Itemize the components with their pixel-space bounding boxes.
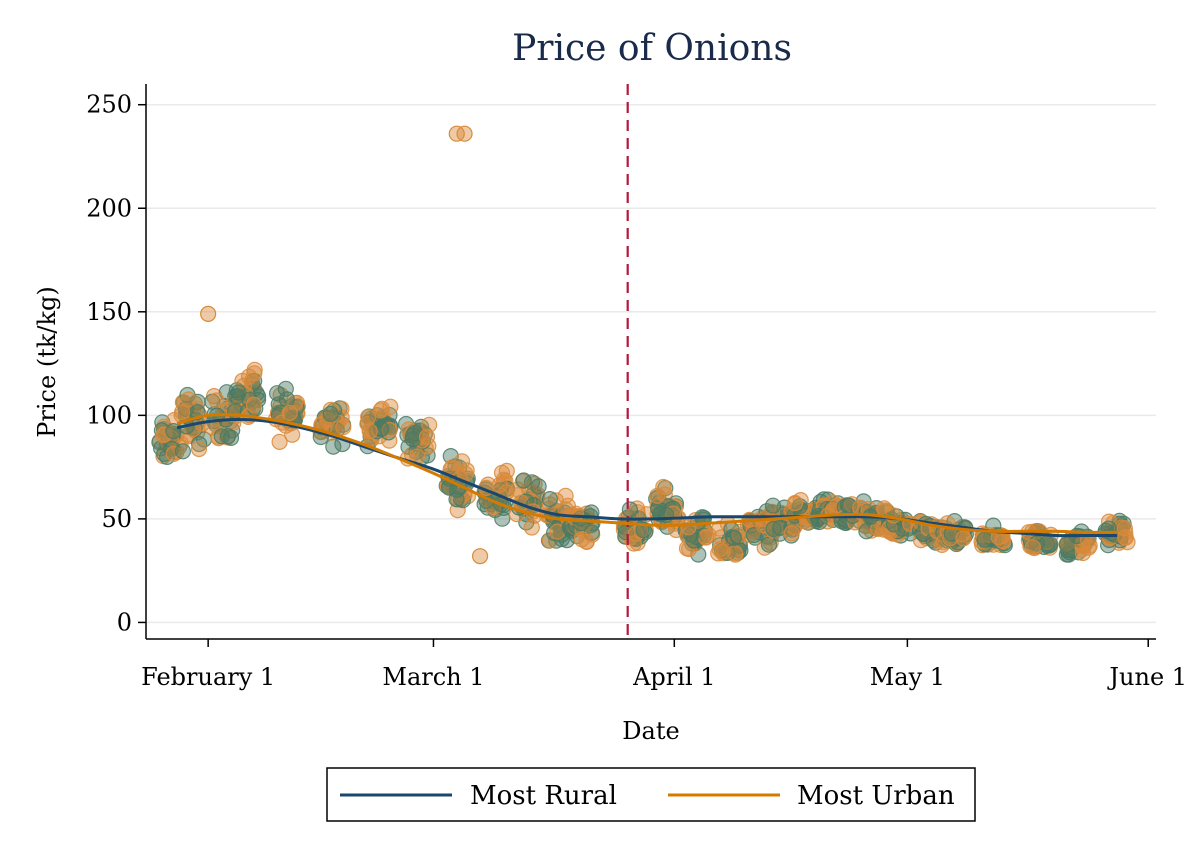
scatter-point [278, 391, 295, 408]
scatter-point [764, 497, 782, 514]
scatter-point [454, 453, 471, 470]
scatter-point [523, 519, 540, 536]
scatter-point [208, 392, 225, 409]
x-tick-label: February 1 [141, 663, 275, 691]
scatter-point [404, 427, 421, 444]
scatter-point [760, 536, 778, 553]
scatter-point [498, 462, 515, 479]
scatter-point [657, 506, 675, 524]
scatter-point [418, 428, 436, 446]
y-tick-label: 150 [86, 298, 132, 326]
scatter-point [621, 501, 639, 518]
x-tick-label: May 1 [870, 663, 945, 691]
scatter-point [322, 405, 339, 422]
scatter-point [190, 440, 208, 458]
scatter-point [281, 404, 298, 422]
scatter-point [222, 429, 240, 446]
scatter-point [373, 400, 390, 417]
scatter-point [381, 421, 398, 439]
line-most-urban [176, 413, 1118, 534]
y-tick-label: 100 [86, 401, 132, 429]
scatter-point [955, 530, 972, 547]
scatter-point [655, 478, 672, 496]
grid-lines [146, 103, 1156, 624]
scatter-point [625, 535, 642, 552]
scatter-point [174, 404, 191, 421]
scatter-point [322, 401, 339, 418]
x-axis-label: Date [622, 717, 679, 745]
scatter-point [530, 478, 547, 495]
legend-label-most-urban: Most Urban [797, 781, 955, 811]
line-most-rural [176, 417, 1118, 538]
scatter-point [230, 384, 247, 401]
scatter-point [1116, 520, 1133, 537]
smoothed-lines [176, 413, 1118, 538]
axes: 0 50 100 150 200 250 February 1 March 1 April 1 M… [86, 84, 1187, 691]
scatter-point [156, 426, 173, 443]
scatter-point [976, 531, 993, 548]
scatter-point [448, 491, 465, 508]
scatter-point [765, 520, 782, 538]
scatter-point [541, 491, 559, 508]
x-tick-label: June 1 [1106, 663, 1187, 691]
scatter-point [1024, 539, 1041, 556]
chart-title: Price of Onions [512, 28, 792, 69]
scatter-point [515, 472, 532, 489]
scatter-point [745, 526, 763, 544]
y-tick-label: 0 [117, 608, 132, 636]
scatter-point [711, 541, 728, 558]
scatter-point [325, 438, 342, 455]
scatter-point-outlier [456, 125, 473, 142]
scatter-point [893, 520, 911, 537]
scatter-point [271, 433, 288, 450]
y-tick-label: 250 [86, 91, 132, 119]
scatter-point [680, 519, 697, 536]
scatter-point [191, 435, 208, 453]
scatter-point [174, 443, 191, 460]
x-tick-label: March 1 [382, 663, 484, 691]
scatter-point [228, 382, 245, 399]
scatter-point [573, 531, 590, 548]
y-tick-label: 200 [86, 194, 132, 222]
scatter-points [151, 125, 1136, 565]
scatter-point [786, 494, 804, 512]
scatter-point [649, 487, 666, 504]
scatter-point [335, 419, 352, 436]
scatter-point-outlier [200, 305, 217, 322]
scatter-point [985, 517, 1002, 534]
scatter-point [245, 396, 262, 413]
scatter-point [725, 529, 742, 547]
scatter-point [361, 423, 378, 440]
legend-label-most-rural: Most Rural [470, 781, 617, 811]
scatter-point [885, 507, 902, 524]
scatter-point [557, 487, 574, 504]
legend: Most Rural Most Urban [326, 767, 976, 822]
scatter-point [783, 525, 800, 542]
scatter-point [406, 425, 423, 442]
scatter-point [444, 459, 461, 476]
scatter-point [421, 416, 438, 433]
scatter-point [360, 408, 377, 426]
y-tick-label: 50 [101, 505, 132, 533]
scatter-point [627, 525, 644, 542]
x-tick-label: April 1 [632, 663, 715, 691]
scatter-point [381, 417, 399, 434]
scatter-point [180, 391, 197, 408]
scatter-point [1117, 529, 1134, 546]
scatter-point-outlier [471, 548, 489, 565]
scatter-point [697, 529, 715, 546]
scatter-point [269, 385, 286, 402]
scatter-point [165, 445, 182, 462]
y-axis-label: Price (tk/kg) [33, 286, 61, 437]
scatter-point [246, 365, 263, 382]
scatter-point [714, 543, 731, 560]
scatter-point [155, 427, 172, 444]
